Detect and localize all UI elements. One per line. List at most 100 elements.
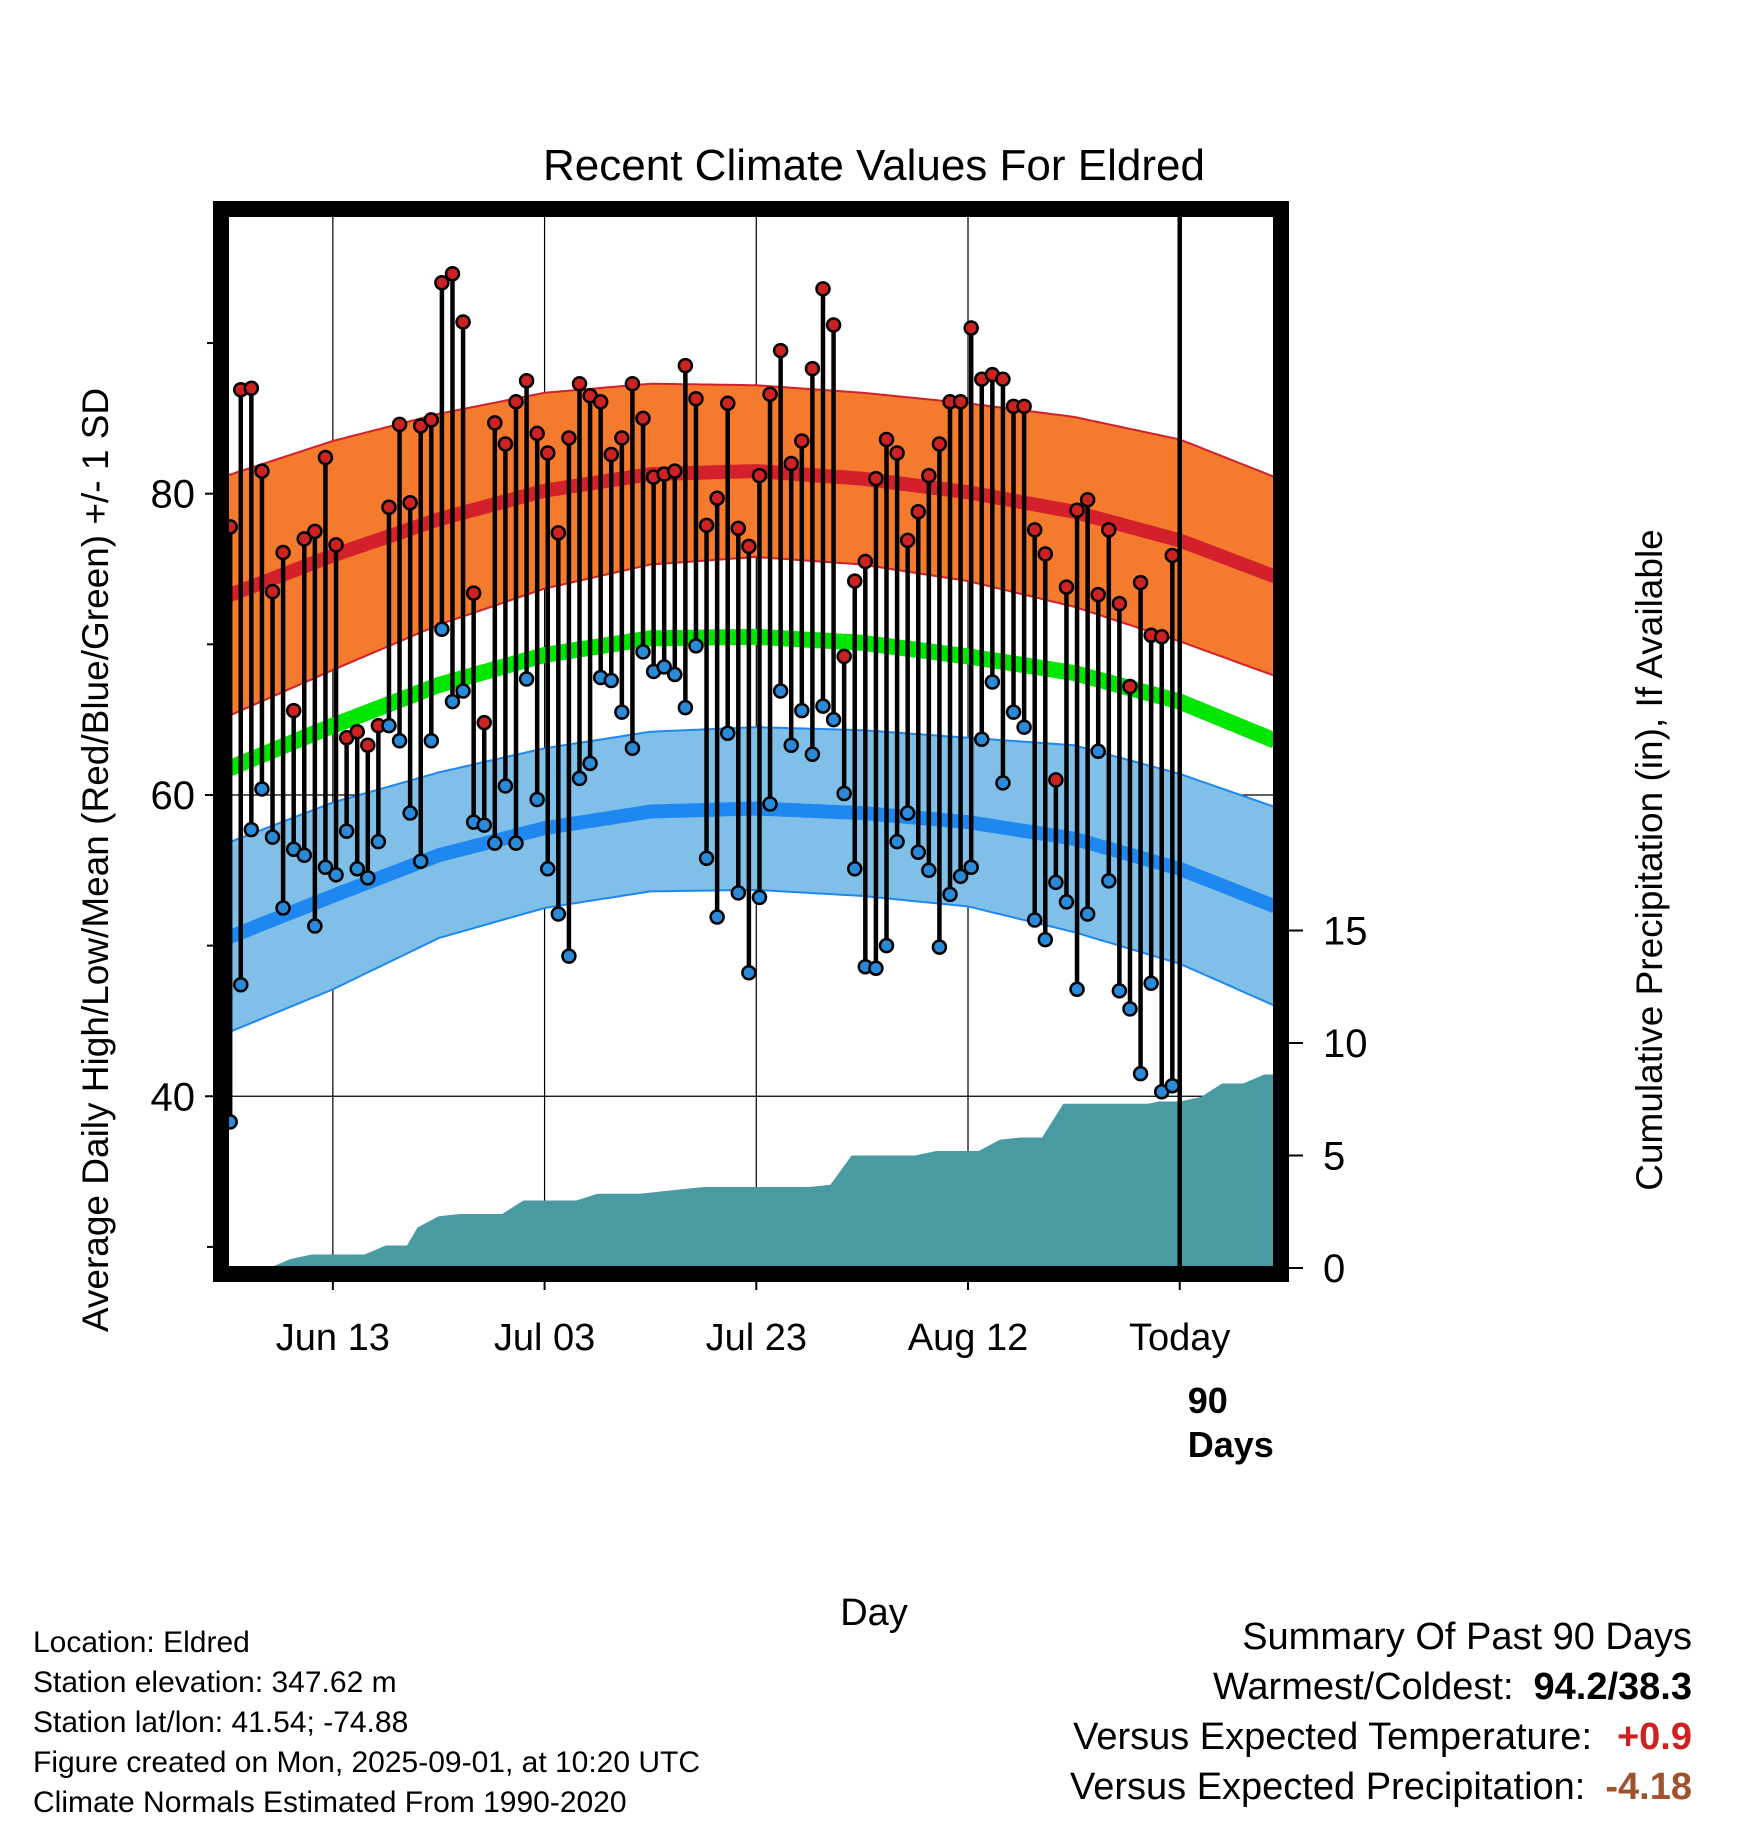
daily-low-point — [275, 900, 291, 916]
y-axis-label: Average Daily High/Low/Mean (Red/Blue/Gr… — [75, 388, 116, 1332]
daily-high-point — [719, 395, 736, 412]
y-tick-label: 40 — [151, 1075, 196, 1119]
created-text: Figure created on Mon, 2025-09-01, at 10… — [33, 1746, 701, 1779]
daily-high-point — [455, 314, 471, 330]
y-tick-label: 80 — [151, 473, 196, 517]
daily-high-point — [296, 531, 313, 547]
daily-high-point — [497, 436, 514, 452]
daily-low-point — [550, 906, 567, 922]
daily-high-point — [561, 430, 577, 446]
daily-low-point — [984, 674, 1001, 690]
daily-low-point — [243, 821, 260, 838]
daily-low-point — [921, 862, 937, 879]
daily-high-point — [423, 412, 440, 428]
daily-low-point — [381, 717, 397, 734]
x-tick-label: Jun 13 — [276, 1317, 390, 1359]
daily-high-point — [846, 573, 863, 589]
daily-high-point — [889, 445, 905, 461]
x-tick-label: Jul 23 — [706, 1317, 807, 1359]
daily-low-point — [614, 704, 630, 720]
location-text: Location: Eldred — [33, 1626, 250, 1659]
daily-low-point — [1026, 912, 1043, 928]
daily-low-point — [1037, 931, 1054, 948]
daily-low-point — [497, 778, 514, 794]
axes: Day Average Daily High/Low/Mean (Red/Blu… — [75, 342, 1670, 1634]
daily-low-point — [1111, 983, 1128, 999]
daily-low-point — [624, 740, 641, 757]
daily-high-point — [836, 648, 852, 665]
station-info: Location: Eldred Station elevation: 347.… — [33, 1623, 700, 1823]
daily-high-point — [349, 723, 365, 740]
daily-high-point — [995, 371, 1011, 387]
daily-high-point — [1132, 574, 1149, 591]
warmest-coldest-row: Warmest/Coldest: 94.2/38.3 — [1070, 1662, 1692, 1712]
daily-high-point — [614, 430, 630, 446]
precip-fill — [227, 1074, 1275, 1268]
y-tick-label: 60 — [151, 774, 196, 818]
y2-axis-label: Cumulative Precipitation (in), If Availa… — [1629, 529, 1670, 1191]
daily-low-point — [1058, 894, 1075, 910]
daily-low-point — [487, 835, 503, 851]
daily-high-point — [254, 463, 270, 479]
normals-text: Climate Normals Estimated From 1990-2020 — [33, 1786, 627, 1819]
daily-high-point — [540, 445, 556, 461]
daily-low-point — [476, 817, 492, 833]
daily-low-point — [889, 833, 905, 850]
daily-high-point — [1101, 522, 1117, 538]
daily-low-point — [794, 702, 810, 719]
daily-low-point — [603, 672, 620, 689]
daily-high-point — [508, 394, 524, 410]
daily-low-point — [296, 847, 313, 863]
daily-high-point — [1079, 491, 1096, 508]
warmest-coldest-label: Warmest/Coldest: — [1212, 1666, 1514, 1708]
daily-low-point — [412, 853, 429, 870]
daily-low-point — [719, 725, 736, 741]
daily-high-point — [952, 394, 969, 410]
daily-low-point — [952, 868, 969, 885]
daily-low-point — [508, 835, 524, 851]
daily-low-point — [804, 746, 821, 763]
daily-high-point — [476, 714, 492, 731]
daily-high-point — [804, 360, 821, 377]
daily-high-point — [730, 520, 747, 537]
daily-high-point — [762, 386, 778, 403]
daily-low-point — [1090, 743, 1106, 760]
daily-low-point — [963, 859, 979, 876]
daily-low-point — [942, 886, 958, 903]
daily-high-point — [360, 737, 376, 754]
daily-low-point — [1132, 1065, 1149, 1082]
daily-high-point — [741, 538, 757, 555]
daily-low-point — [656, 659, 672, 675]
y2-tick-label: 0 — [1323, 1247, 1345, 1291]
summary-heading: Summary Of Past 90 Days — [1242, 1616, 1692, 1658]
daily-high-point — [603, 446, 620, 463]
daily-high-point — [667, 463, 683, 479]
daily-low-point — [1143, 975, 1159, 992]
daily-high-point — [1016, 398, 1032, 415]
daily-high-point — [1058, 579, 1075, 595]
daily-high-point — [1037, 546, 1054, 562]
today-marker-label: 90 Days — [1188, 1380, 1274, 1465]
daily-high-point — [624, 375, 641, 392]
daily-low-point — [635, 644, 651, 660]
daily-high-point — [592, 394, 609, 410]
daily-low-point — [677, 699, 694, 716]
daily-low-point — [370, 833, 387, 850]
daily-low-point — [402, 805, 418, 821]
daily-high-point — [1111, 595, 1128, 612]
daily-low-point — [741, 964, 757, 981]
daily-low-point — [1164, 1077, 1181, 1094]
daily-high-point — [381, 499, 397, 515]
daily-low-point — [540, 861, 556, 877]
daily-high-point — [772, 342, 789, 359]
daily-high-point — [1164, 547, 1181, 564]
x-tick-label: Aug 12 — [908, 1317, 1028, 1359]
daily-low-point — [561, 948, 577, 964]
daily-high-point — [1026, 522, 1043, 538]
daily-low-point — [328, 867, 344, 883]
daily-high-point — [688, 391, 704, 407]
x-tick-label: Today — [1129, 1317, 1230, 1359]
warmest-coldest-value: 94.2/38.3 — [1533, 1666, 1692, 1708]
daily-low-point — [772, 683, 789, 699]
daily-low-point — [338, 823, 355, 839]
